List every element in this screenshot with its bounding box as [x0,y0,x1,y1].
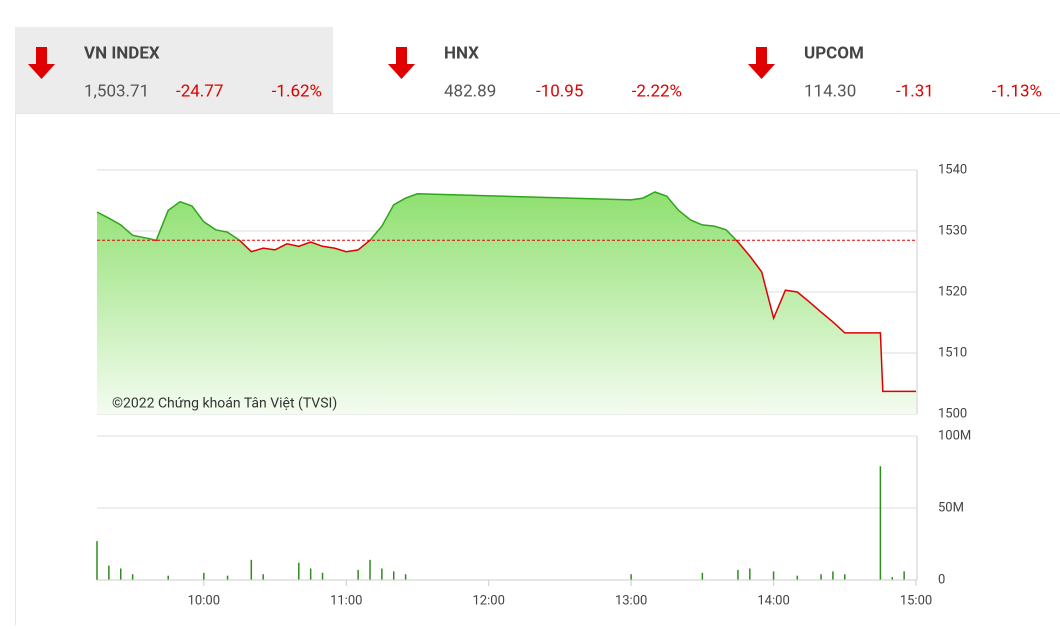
x-tick-label: 15:00 [900,593,932,608]
y-tick-label: 1510 [938,345,967,360]
index-name: HNX [444,43,479,63]
down-arrow [748,47,775,79]
index-name: VN INDEX [84,43,160,63]
volume-bar [405,574,407,580]
volume-bar [749,568,751,580]
y-tick-label: 1520 [938,284,967,299]
x-tick-label: 13:00 [615,593,647,608]
y-tick-label: 100M [938,428,971,443]
volume-bar [820,574,822,580]
index-percent: -2.22% [632,81,682,101]
watermark: ©2022 Chứng khoán Tân Việt (TVSI) [112,396,337,412]
volume-bar [298,563,300,580]
y-tick-label: 50M [938,500,964,515]
down-arrow [388,47,415,79]
volume-bar [844,574,846,580]
y-tick-label: 1500 [938,406,967,421]
y-tick-label: 1540 [938,162,967,177]
index-value: 482.89 [444,81,496,101]
y-tick-label: 1530 [938,223,967,238]
volume-bar [203,573,205,580]
x-tick-label: 11:00 [330,593,362,608]
volume-bar [832,571,834,580]
index-change: -10.95 [536,81,583,101]
volume-bar [702,573,704,580]
volume-bar [251,560,253,580]
volume-bar [132,574,134,580]
y-tick-label: 0 [938,572,945,587]
price-area [97,192,916,414]
volume-bar [369,560,371,580]
x-tick-label: 12:00 [473,593,505,608]
volume-bar [880,466,882,580]
index-value: 114.30 [804,81,856,101]
index-percent: -1.62% [272,81,322,101]
index-change: -24.77 [176,81,223,101]
volume-bar [167,576,169,580]
volume-bar [262,574,264,580]
volume-bar [630,574,632,580]
volume-bar [773,571,775,580]
x-tick-label: 14:00 [757,593,789,608]
volume-bar [381,568,383,580]
index-percent: -1.13% [992,81,1042,101]
volume-bar [797,576,799,580]
volume-bar [393,571,395,580]
volume-bar [903,571,905,580]
index-name: UPCOM [804,43,864,63]
volume-bar [227,576,229,580]
volume-bar [310,568,312,580]
volume-bar [96,541,98,580]
volume-bar [108,566,110,580]
volume-bar [322,573,324,580]
index-change: -1.31 [896,81,934,101]
index-value: 1,503.71 [84,81,149,101]
volume-bar [120,568,122,580]
volume-bar [357,570,359,580]
x-tick-label: 10:00 [188,593,220,608]
volume-bar [737,570,739,580]
